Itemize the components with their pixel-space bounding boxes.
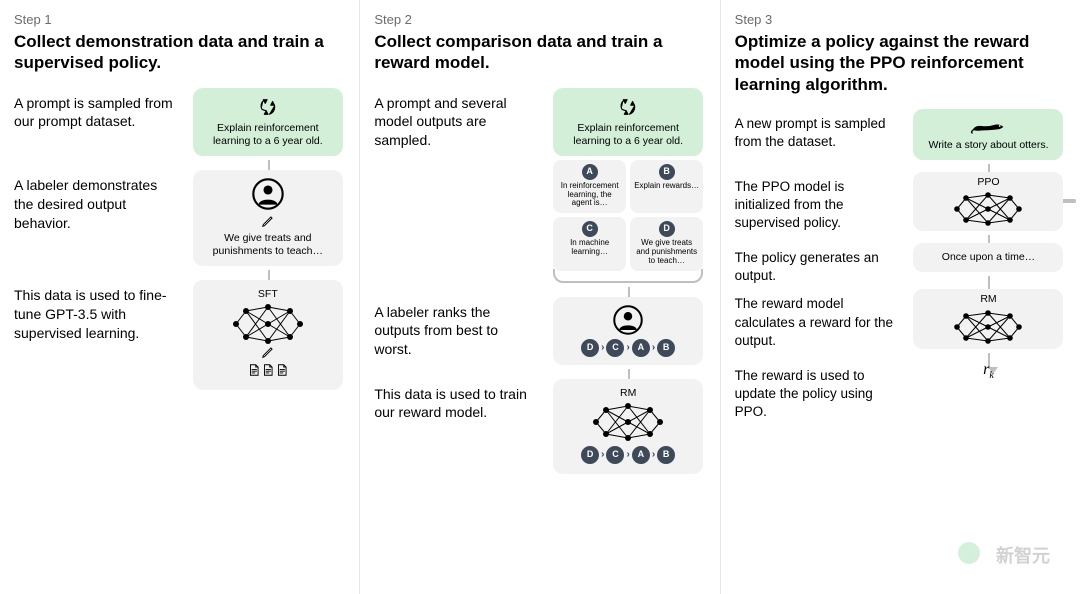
step-1: Step 1 Collect demonstration data and tr… [0,0,360,594]
step-2: Step 2 Collect comparison data and train… [360,0,720,594]
step-1-title: Collect demonstration data and train a s… [14,31,345,74]
step3-row4-desc: The reward model calculates a reward for… [735,289,899,350]
watermark-dot-icon [958,542,980,564]
step3-row5-desc: The reward is used to update the policy … [735,361,899,422]
recycle-icon [257,96,279,118]
sft-label: SFT [201,288,335,301]
pencil-icon [261,345,275,359]
ranking-1: D› C› A› B [561,339,695,359]
step-3: Step 3 Optimize a policy against the rew… [721,0,1080,594]
step3-output-text: Once upon a time… [942,251,1035,263]
ppo-label: PPO [917,176,1059,189]
step-2-title: Collect comparison data and train a rewa… [374,31,705,74]
rm-label-2: RM [917,293,1059,306]
step-3-title: Optimize a policy against the reward mod… [735,31,1066,95]
step-2-label: Step 2 [374,12,705,27]
step3-rm-card: RM [913,289,1063,348]
option-d: DWe give treats and punishments to teach… [630,217,703,270]
brace-icon [553,269,703,283]
step3-row3-desc: The policy generates an output. [735,243,899,285]
person-icon [252,178,284,210]
step3-prompt-text: Write a story about otters. [928,139,1048,151]
rm-label: RM [561,387,695,400]
step3-prompt-card: Write a story about otters. [913,109,1063,160]
step2-prompt-card: Explain reinforcement learning to a 6 ye… [553,88,703,156]
reward-symbol: rk [983,361,994,381]
otter-icon [970,117,1006,135]
options-grid: AIn reinforcement learning, the agent is… [553,160,703,271]
ranking-2: D› C› A› B [561,446,695,466]
step3-row1-desc: A new prompt is sampled from the dataset… [735,109,899,151]
watermark-text: 新智元 [996,542,1050,568]
neural-net-icon [228,303,308,345]
pencil-icon [261,214,275,228]
step1-prompt-text: Explain reinforcement learning to a 6 ye… [213,122,323,147]
step1-sft-card: SFT [193,280,343,389]
step-1-label: Step 1 [14,12,345,27]
diagram-container: Step 1 Collect demonstration data and tr… [0,0,1080,594]
option-b: BExplain rewards… [630,160,703,213]
step2-rm-card: RM [553,379,703,474]
step2-prompt-text: Explain reinforcement learning to a 6 ye… [573,122,683,147]
option-c: CIn machine learning… [553,217,626,270]
step1-row1-desc: A prompt is sampled from our prompt data… [14,88,178,132]
step2-row2-desc: A labeler ranks the outputs from best to… [374,297,538,360]
neural-net-icon [588,402,668,442]
docs-icon [201,363,335,381]
recycle-icon [617,96,639,118]
step3-ppo-card: PPO [913,172,1063,231]
option-a: AIn reinforcement learning, the agent is… [553,160,626,213]
step-3-label: Step 3 [735,12,1066,27]
step2-labeler-card: D› C› A› B [553,297,703,365]
neural-net-icon [950,191,1026,227]
step2-row3-desc: This data is used to train our reward mo… [374,379,538,423]
step1-labeler-text: We give treats and punishments to teach… [201,232,335,258]
neural-net-icon [950,309,1026,345]
step1-row2-desc: A labeler demonstrates the desired outpu… [14,170,178,233]
person-icon [613,305,643,335]
step3-row2-desc: The PPO model is initialized from the su… [735,172,899,233]
step1-row3-desc: This data is used to fine-tune GPT-3.5 w… [14,280,178,343]
step1-labeler-card: We give treats and punishments to teach… [193,170,343,266]
step1-prompt-card: Explain reinforcement learning to a 6 ye… [193,88,343,156]
step2-row1-desc: A prompt and several model outputs are s… [374,88,538,151]
step3-output-card: Once upon a time… [913,243,1063,272]
